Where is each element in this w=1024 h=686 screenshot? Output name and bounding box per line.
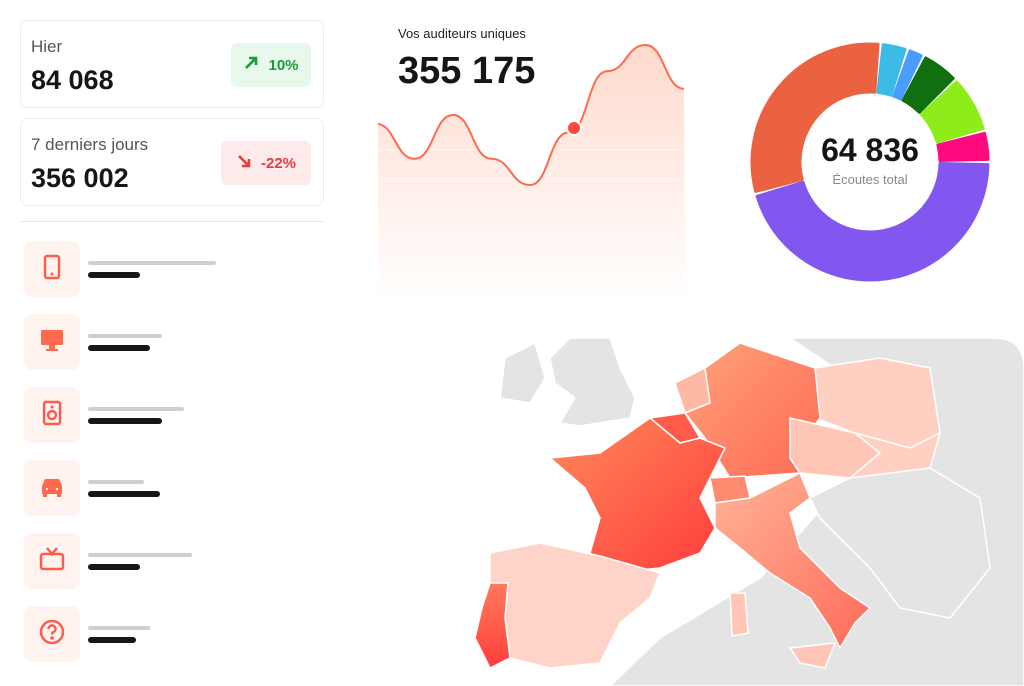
chart-line: [378, 43, 685, 187]
stat-card-yesterday: Hier 84 068 10%: [20, 20, 324, 108]
donut-segment-2[interactable]: [750, 42, 880, 193]
divider: [20, 221, 324, 222]
device-item[interactable]: [24, 606, 80, 662]
device-value-placeholder: [88, 272, 140, 278]
map-italy[interactable]: [714, 471, 872, 650]
donut-segment-3[interactable]: [876, 43, 907, 97]
device-value-placeholder: [88, 564, 140, 570]
device-item[interactable]: [24, 533, 80, 589]
listeners-line-chart: [378, 43, 686, 302]
donut-total: 64 836: [821, 132, 919, 168]
trend-badge: -22%: [221, 141, 311, 185]
device-name-placeholder: [88, 626, 150, 630]
device-value-placeholder: [88, 418, 162, 424]
donut-segment-1[interactable]: [755, 162, 990, 282]
map-uk[interactable]: [549, 338, 636, 427]
device-value-placeholder: [88, 345, 150, 351]
device-item[interactable]: [24, 241, 80, 297]
tablet-icon: [38, 253, 66, 286]
arrow-down-right-icon: [236, 153, 252, 173]
map-portugal[interactable]: [474, 582, 511, 670]
stat-value: 84 068: [31, 65, 114, 95]
map-sardinia[interactable]: [729, 592, 749, 637]
donut-segment-7[interactable]: [936, 131, 990, 162]
device-item[interactable]: [24, 314, 80, 370]
car-icon: [38, 472, 66, 505]
device-name-placeholder: [88, 407, 184, 411]
stat-card-7-days: 7 derniers jours 356 002 -22%: [20, 118, 324, 206]
donut-segment-4[interactable]: [892, 49, 923, 101]
stat-label: Hier: [31, 37, 63, 56]
map-france[interactable]: [548, 417, 727, 574]
chart-area: [378, 45, 686, 302]
donut-segment-6[interactable]: [919, 80, 985, 144]
device-name-placeholder: [88, 553, 192, 557]
trend-value: -22%: [260, 154, 297, 172]
chart-point-marker[interactable]: [566, 120, 582, 136]
device-name-placeholder: [88, 261, 216, 265]
device-value-placeholder: [88, 637, 136, 643]
chart-value: 355 175: [398, 50, 536, 92]
stat-label: 7 derniers jours: [31, 135, 149, 154]
listeners-chart: Vos auditeurs uniques 355 175: [378, 20, 686, 302]
device-item[interactable]: [24, 387, 80, 443]
device-item[interactable]: [24, 460, 80, 516]
europe-map: [474, 338, 1024, 686]
device-name-placeholder: [88, 480, 144, 484]
speaker-icon: [38, 399, 66, 432]
donut-label: Écoutes total: [832, 172, 908, 187]
chart-title: Vos auditeurs uniques: [398, 26, 526, 41]
trend-badge: 10%: [231, 43, 311, 87]
question-icon: [38, 618, 66, 651]
trend-value: 10%: [268, 56, 299, 74]
donut-segment-5[interactable]: [901, 56, 955, 114]
device-value-placeholder: [88, 491, 160, 497]
map-sicily[interactable]: [788, 642, 837, 669]
map-balkans[interactable]: [808, 467, 991, 619]
monitor-icon: [38, 326, 66, 359]
device-name-placeholder: [88, 334, 162, 338]
arrow-up-right-icon: [243, 55, 259, 75]
stat-value: 356 002: [31, 163, 129, 193]
map-ireland[interactable]: [499, 341, 546, 404]
listens-donut-chart: [750, 42, 990, 282]
tv-icon: [38, 545, 66, 578]
